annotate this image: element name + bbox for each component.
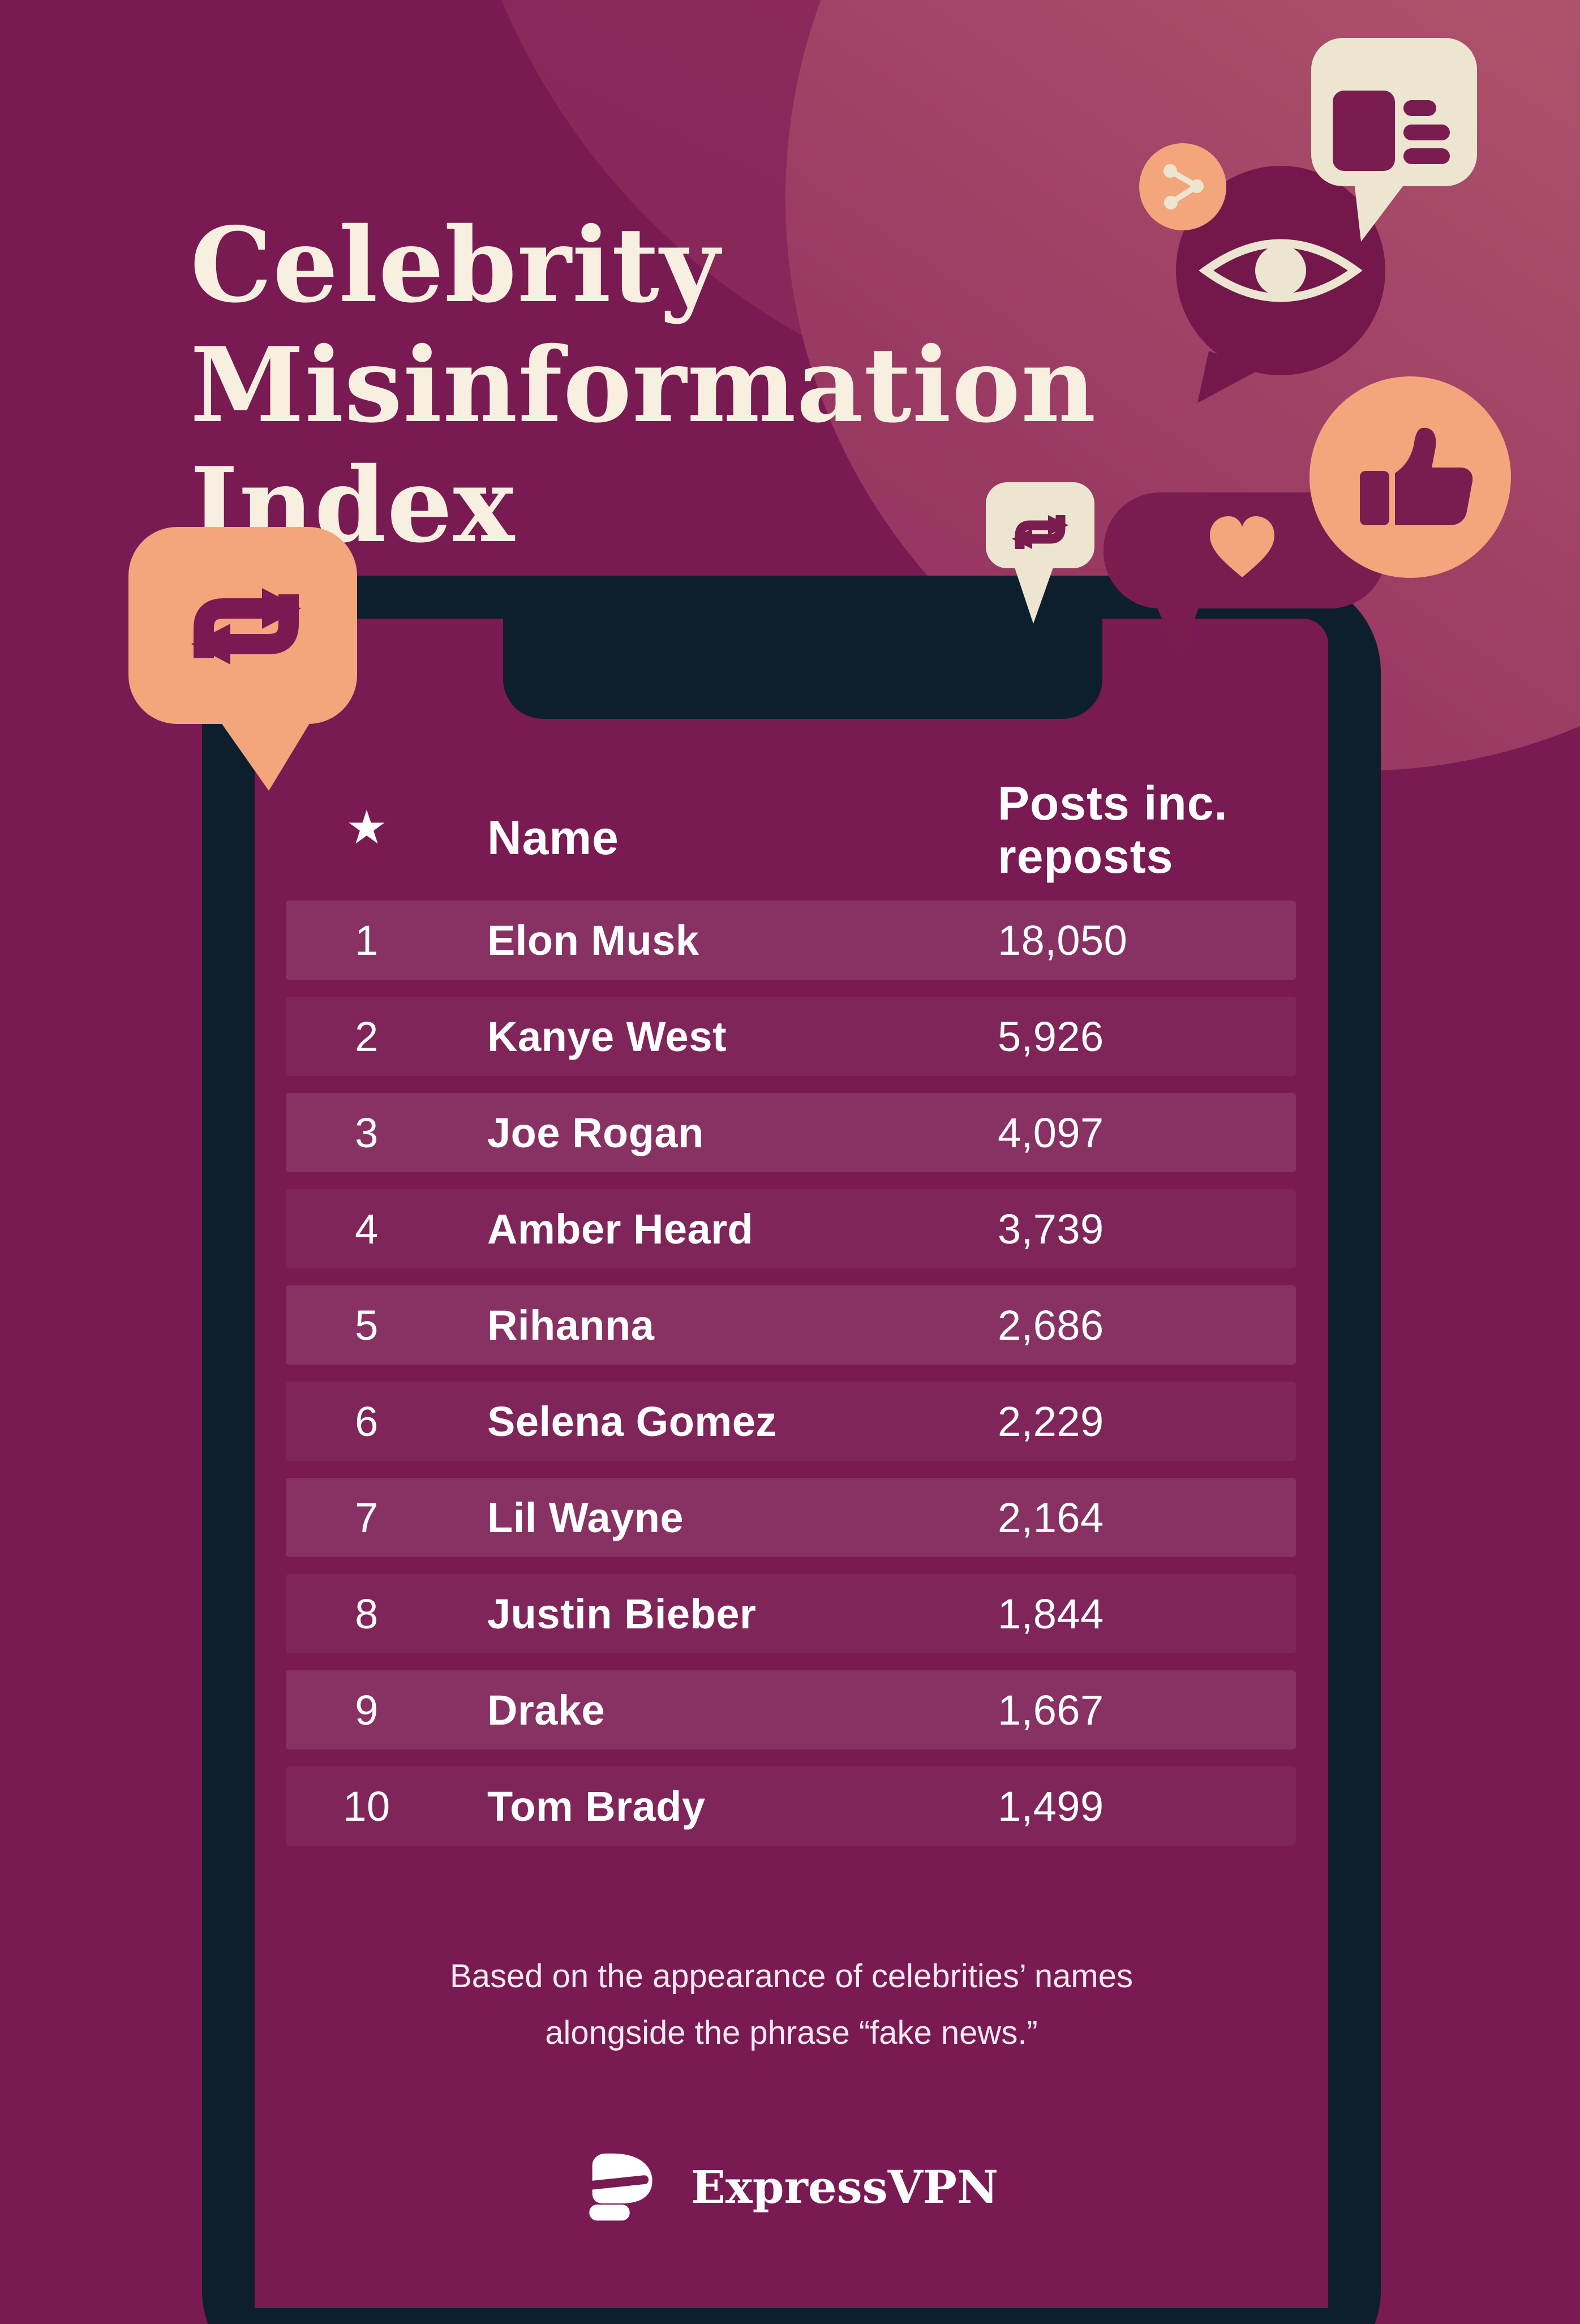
rank-cell: 4 [355,1205,379,1253]
repost-bubble-small [986,482,1094,624]
name-cell: Elon Musk [487,916,699,964]
footnote-line-1: Based on the appearance of celebrities’ … [450,1958,1133,1995]
phone-screen [255,619,1328,2308]
brand-name: ExpressVPN [690,2160,999,2214]
posts-cell: 4,097 [998,1109,1104,1156]
posts-cell: 1,844 [998,1590,1104,1637]
posts-cell: 3,739 [998,1205,1104,1253]
rank-cell: 3 [355,1109,379,1156]
posts-cell: 2,229 [998,1397,1104,1445]
table-row: 8 Justin Bieber 1,844 [286,1574,1296,1653]
table-row: 10 Tom Brady 1,499 [286,1766,1296,1846]
star-icon: ★ [346,802,388,854]
table-row: 2 Kanye West 5,926 [286,997,1296,1076]
rank-cell: 7 [355,1494,379,1541]
rank-cell: 8 [355,1590,379,1637]
name-cell: Justin Bieber [487,1590,757,1637]
rank-cell: 9 [355,1686,379,1734]
thumbs-up-icon [1360,427,1473,525]
table-row: 4 Amber Heard 3,739 [286,1189,1296,1268]
eye-bubble [1176,166,1385,403]
name-cell: Lil Wayne [487,1494,684,1541]
share-icon [1163,164,1204,209]
footnote-line-2: alongside the phrase “fake news.” [545,2014,1038,2051]
name-cell: Selena Gomez [487,1397,777,1445]
news-icon [1333,91,1450,171]
posts-cell: 5,926 [998,1013,1104,1060]
ranking-table: 1 Elon Musk 18,050 2 Kanye West 5,926 3 … [286,901,1296,1863]
posts-cell: 2,164 [998,1494,1104,1541]
table-row: 6 Selena Gomez 2,229 [286,1382,1296,1461]
name-cell: Kanye West [487,1013,727,1060]
table-row: 1 Elon Musk 18,050 [286,901,1296,980]
phone-notch [503,619,1102,719]
rank-cell: 1 [355,916,379,964]
table-row: 3 Joe Rogan 4,097 [286,1093,1296,1172]
rank-cell: 10 [343,1782,390,1830]
name-cell: Rihanna [487,1301,655,1349]
table-row: 9 Drake 1,667 [286,1670,1296,1750]
posts-cell: 18,050 [998,916,1128,964]
posts-cell: 2,686 [998,1301,1104,1349]
eye-icon [1199,239,1363,302]
expressvpn-logo-icon [584,2153,652,2220]
share-bubble [1139,143,1226,230]
column-header-posts: Posts inc. reposts [998,777,1228,883]
repost-icon [191,588,301,664]
name-cell: Drake [487,1686,606,1734]
name-cell: Tom Brady [487,1782,706,1830]
news-bubble [1311,38,1477,242]
column-header-name: Name [487,811,619,864]
name-cell: Amber Heard [487,1205,754,1253]
thumbs-up-bubble [1309,376,1511,578]
table-row: 5 Rihanna 2,686 [286,1285,1296,1365]
rank-cell: 6 [355,1397,379,1445]
rank-cell: 5 [355,1301,379,1349]
heart-bubble [1104,492,1386,661]
rank-cell: 2 [355,1013,379,1060]
footnote: Based on the appearance of celebrities’ … [255,1948,1328,2061]
name-cell: Joe Rogan [487,1109,704,1156]
posts-cell: 1,499 [998,1782,1104,1830]
table-row: 7 Lil Wayne 2,164 [286,1478,1296,1557]
repost-icon [1012,515,1068,549]
brand-logo: ExpressVPN [255,2149,1328,2225]
heart-icon [1210,516,1274,577]
posts-cell: 1,667 [998,1686,1104,1734]
repost-bubble-large [128,527,357,791]
